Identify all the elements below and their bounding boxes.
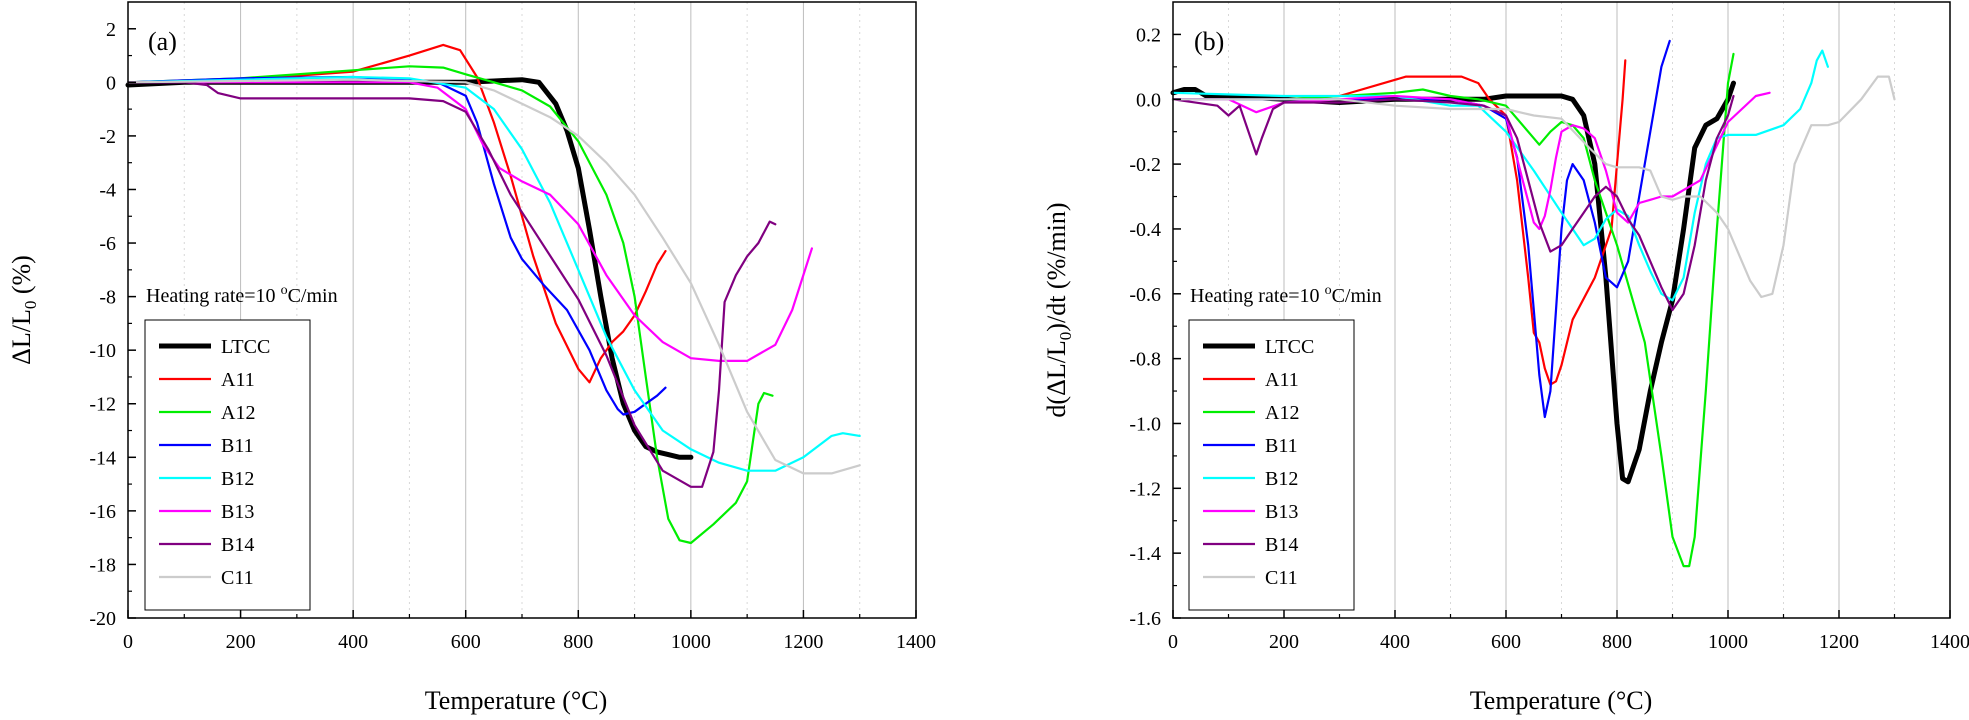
panel-b-x-tick-label-800: 800 bbox=[1602, 631, 1632, 653]
panel-b-tick-labels: 0 200 400 600 800 1000 1200 1400 0.2 0.0 -0.2 -0.4 -… bbox=[1129, 24, 1969, 653]
panel-a-x-tick-label-200: 200 bbox=[226, 631, 256, 653]
panel-a-y-tick-label-11: -20 bbox=[89, 608, 116, 630]
panel-b-series-a11-line bbox=[1171, 59, 1627, 386]
panel-a-x-tick-label-600: 600 bbox=[451, 631, 481, 653]
panel-b-y-tick-label-6: -1.0 bbox=[1129, 413, 1161, 435]
panel-a-y-axis-label: ΔL/L0 (%) bbox=[7, 255, 40, 365]
panel-b-legend-box bbox=[1188, 319, 1355, 611]
panel-b-legend-label-ltcc: LTCC bbox=[1265, 336, 1314, 358]
panel-b-legend-label-b13: B13 bbox=[1265, 501, 1298, 523]
panel-a-series-b14-line bbox=[126, 81, 777, 488]
panel-b-legend-label-b14: B14 bbox=[1265, 534, 1298, 556]
panel-a-x-tick-label-1000: 1000 bbox=[671, 631, 711, 653]
panel-b-legend: LTCC A11 A12 B11 B12 B13 B14 C11 bbox=[1188, 319, 1355, 611]
panel-a-y-tick-label-4: -6 bbox=[99, 233, 116, 255]
panel-a-grid bbox=[183, 2, 861, 618]
panel-b-x-axis-label: Temperature (°C) bbox=[1470, 686, 1653, 715]
panel-b-y-tick-label-7: -1.2 bbox=[1129, 478, 1161, 500]
panel-a-heating-rate-annotation: Heating rate=10 oC/min bbox=[146, 283, 338, 307]
panel-a-legend-items: LTCC A11 A12 B11 B12 B13 B14 C11 bbox=[159, 336, 270, 589]
panel-a-y-tick-label-7: -12 bbox=[89, 394, 116, 416]
panel-a-legend-box bbox=[144, 319, 311, 611]
panel-b-x-tick-label-200: 200 bbox=[1269, 631, 1299, 653]
panel-b-y-tick-label-2: -0.2 bbox=[1129, 154, 1161, 176]
panel-a-legend-label-b11: B11 bbox=[221, 435, 254, 457]
panel-b-x-tick-label-400: 400 bbox=[1380, 631, 1410, 653]
panel-a-x-tick-label-0: 0 bbox=[123, 631, 133, 653]
panel-b-series-c11-line bbox=[1171, 75, 1896, 299]
panel-a-series-a11-line bbox=[126, 43, 667, 384]
panel-a-y-tick-label-9: -16 bbox=[89, 501, 116, 523]
panel-a-label: (a) bbox=[148, 27, 177, 56]
panel-a-tick-labels: 0 200 400 600 800 1000 1200 1400 2 0 -2 -4 -6 -8 -10 -1… bbox=[89, 19, 936, 653]
panel-a-y-tick-label-1: 0 bbox=[106, 72, 116, 94]
panel-a-legend-label-b14: B14 bbox=[221, 534, 254, 556]
panel-b-ticks bbox=[1172, 33, 1951, 619]
panel-a-y-tick-label-3: -4 bbox=[99, 179, 116, 201]
panel-b-series-b14-line bbox=[1171, 94, 1735, 312]
panel-b-series-b12-line bbox=[1171, 49, 1830, 302]
panel-b-y-tick-label-3: -0.4 bbox=[1129, 219, 1161, 241]
panel-b-legend-label-b12: B12 bbox=[1265, 468, 1298, 490]
panel-a-ticks bbox=[127, 28, 917, 619]
panel-b-y-axis-label: d(ΔL/L0)/dt (%/min) bbox=[1042, 202, 1075, 417]
panel-a: 0 200 400 600 800 1000 1200 1400 2 0 -2 -4 -6 -8 -10 -1… bbox=[7, 1, 936, 715]
panel-a-x-tick-label-400: 400 bbox=[338, 631, 368, 653]
panel-a-legend: LTCC A11 A12 B11 B12 B13 B14 C11 bbox=[144, 319, 311, 611]
panel-b-y-tick-label-9: -1.6 bbox=[1129, 608, 1161, 630]
panel-a-series-c11-line bbox=[126, 78, 861, 475]
panel-b-x-tick-label-1400: 1400 bbox=[1930, 631, 1969, 653]
panel-a-x-tick-label-800: 800 bbox=[563, 631, 593, 653]
panel-a-y-tick-label-6: -10 bbox=[89, 340, 116, 362]
panel-b-x-tick-label-1000: 1000 bbox=[1708, 631, 1748, 653]
panel-a-y-tick-label-8: -14 bbox=[89, 447, 116, 469]
panel-b-legend-label-b11: B11 bbox=[1265, 435, 1298, 457]
panel-a-x-tick-label-1400: 1400 bbox=[896, 631, 936, 653]
panel-b-y-tick-label-1: 0.0 bbox=[1136, 89, 1161, 111]
panel-b-y-tick-label-8: -1.4 bbox=[1129, 543, 1161, 565]
panel-a-y-tick-label-10: -18 bbox=[89, 554, 116, 576]
panel-a-legend-label-b13: B13 bbox=[221, 501, 254, 523]
panel-a-legend-label-ltcc: LTCC bbox=[221, 336, 270, 358]
panel-b-legend-label-a12: A12 bbox=[1265, 402, 1299, 424]
panel-b-y-tick-label-5: -0.8 bbox=[1129, 349, 1161, 371]
panel-b-series bbox=[1170, 39, 1896, 568]
panel-b-y-tick-label-4: -0.6 bbox=[1129, 284, 1161, 306]
panel-a-x-tick-label-1200: 1200 bbox=[783, 631, 823, 653]
panel-a-y-tick-label-2: -2 bbox=[99, 126, 116, 148]
panel-a-legend-label-c11: C11 bbox=[221, 567, 254, 589]
panel-a-legend-label-a12: A12 bbox=[221, 402, 255, 424]
panel-b-label: (b) bbox=[1194, 27, 1224, 56]
panel-b-x-tick-label-1200: 1200 bbox=[1819, 631, 1859, 653]
panel-b-x-tick-label-0: 0 bbox=[1168, 631, 1178, 653]
panel-a-legend-label-a11: A11 bbox=[221, 369, 255, 391]
panel-a-series-a12-line bbox=[126, 65, 774, 545]
panel-a-y-tick-label-5: -8 bbox=[99, 287, 116, 309]
panel-b-heating-rate-annotation: Heating rate=10 oC/min bbox=[1190, 283, 1382, 307]
panel-a-x-axis-label: Temperature (°C) bbox=[425, 686, 608, 715]
panel-a-series-b12-line bbox=[126, 75, 861, 472]
panel-b-legend-label-c11: C11 bbox=[1265, 567, 1298, 589]
panel-b-series-a12-line bbox=[1171, 52, 1735, 568]
panel-b: 0 200 400 600 800 1000 1200 1400 0.2 0.0 -0.2 -0.4 -… bbox=[1042, 1, 1969, 715]
panel-a-y-tick-label-0: 2 bbox=[106, 19, 116, 41]
panel-a-legend-label-b12: B12 bbox=[221, 468, 254, 490]
panel-b-legend-items: LTCC A11 A12 B11 B12 B13 B14 C11 bbox=[1203, 336, 1314, 589]
panel-b-legend-label-a11: A11 bbox=[1265, 369, 1299, 391]
panel-a-series bbox=[125, 43, 861, 545]
panel-b-y-tick-label-0: 0.2 bbox=[1136, 24, 1161, 46]
panel-b-series-b13-line bbox=[1171, 91, 1771, 230]
panel-a-series-b13-line bbox=[126, 81, 814, 362]
panel-b-x-tick-label-600: 600 bbox=[1491, 631, 1521, 653]
